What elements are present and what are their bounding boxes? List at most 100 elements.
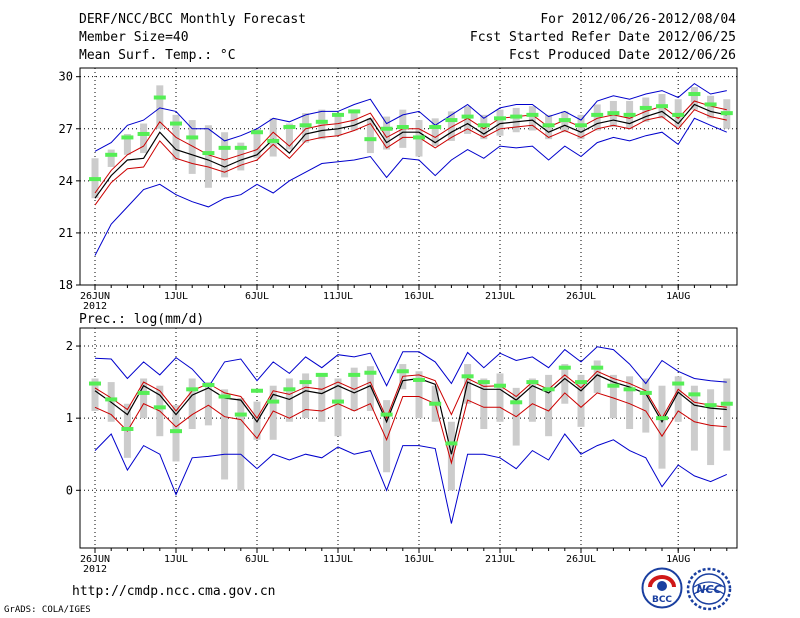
prec-observed-mark <box>364 370 377 375</box>
prec-lower-line <box>94 392 727 465</box>
temp-spread-box <box>593 104 601 131</box>
prec-observed-mark <box>704 403 717 408</box>
prec-xtick-label: 26JUN <box>80 554 110 565</box>
prec-observed-mark <box>234 412 247 417</box>
temp-observed-mark <box>137 131 150 136</box>
prec-observed-mark <box>575 380 587 385</box>
temp-spread-box <box>123 133 131 155</box>
prec-spread-box <box>366 366 374 411</box>
prec-spread-box <box>707 389 715 466</box>
ncc-logo-text: NCC <box>696 583 721 596</box>
temp-observed-mark <box>704 102 717 107</box>
temp-xtick-label: 26JUL <box>566 291 596 302</box>
temp-xtick-label: 21JUL <box>485 291 515 302</box>
prec-spread-box <box>285 378 293 422</box>
temp-ytick-label: 18 <box>59 278 73 292</box>
temp-min-line <box>94 117 727 256</box>
prec-observed-mark <box>153 405 166 410</box>
variable-label: Mean Surf. Temp.: °C <box>79 48 236 63</box>
prec-observed-mark <box>688 392 701 397</box>
prec-observed-mark <box>526 380 539 385</box>
temp-observed-mark <box>429 125 442 130</box>
produced-date: Fcst Produced Date 2012/06/26 <box>509 48 736 63</box>
prec-observed-mark <box>461 374 474 379</box>
temp-xtick-label: 16JUL <box>404 291 434 302</box>
temp-observed-mark <box>186 135 199 140</box>
prec-spread-box <box>658 385 666 469</box>
prec-observed-mark <box>315 372 328 377</box>
prec-xtick-label: 16JUL <box>404 554 434 565</box>
temp-upper-line <box>94 100 727 194</box>
source-url[interactable]: http://cmdp.ncc.cma.gov.cn <box>72 584 276 599</box>
prec-spread-box <box>593 360 601 393</box>
prec-observed-mark <box>348 372 361 377</box>
temp-xtick-label: 26JUN <box>80 291 110 302</box>
temp-observed-mark <box>461 114 474 119</box>
prec-spread-box <box>302 373 310 419</box>
prec-min-line <box>94 433 728 524</box>
prec-observed-mark <box>137 390 150 395</box>
prec-spread-box <box>91 378 99 411</box>
temp-spread-box <box>334 113 342 136</box>
temp-observed-mark <box>267 138 280 143</box>
temp-spread-box <box>204 125 212 188</box>
prec-observed-mark <box>332 399 344 404</box>
temp-observed-mark <box>348 109 361 114</box>
temp-spread-box <box>253 128 261 159</box>
prec-ytick-label: 2 <box>66 339 73 353</box>
prec-observed-mark <box>202 382 215 387</box>
prec-ytick-label: 0 <box>66 483 73 497</box>
temp-observed-mark <box>251 130 263 135</box>
prec-spread-box <box>188 378 196 429</box>
prec-spread-box <box>383 400 391 473</box>
prec-xtick-label: 11JUL <box>323 554 353 565</box>
prec-spread-box <box>545 374 553 437</box>
prec-xtick-label: 21JUL <box>485 554 515 565</box>
prec-spread-box <box>172 405 180 462</box>
prec-spread-box <box>221 389 229 480</box>
prec-xtick-label: 6JUL <box>245 554 269 565</box>
prec-spread-box <box>237 397 245 491</box>
temp-spread-box <box>269 118 277 157</box>
prec-observed-mark <box>186 387 199 392</box>
prec-spread-box <box>577 374 585 427</box>
prec-observed-mark <box>591 365 604 370</box>
bcc-logo-icon: BCC <box>641 567 683 609</box>
prec-observed-mark <box>251 388 263 393</box>
temp-observed-mark <box>380 126 393 131</box>
prec-observed-mark <box>89 381 101 386</box>
temp-observed-mark <box>656 104 668 109</box>
temp-xtick-label: 6JUL <box>245 291 269 302</box>
grads-credit: GrADS: COLA/IGES <box>4 605 91 615</box>
temp-observed-mark <box>477 123 490 128</box>
prec-observed-mark <box>720 401 733 406</box>
temp-observed-mark <box>720 111 733 116</box>
temp-observed-mark <box>558 118 571 123</box>
temp-spread-box <box>221 132 229 178</box>
temp-observed-mark <box>607 111 620 116</box>
ncc-logo-icon: NCC <box>686 567 732 611</box>
temp-spread-box <box>350 111 358 131</box>
temp-spread-box <box>431 118 439 147</box>
temp-lower-line <box>94 109 727 206</box>
prec-spread-box <box>723 378 731 451</box>
temp-observed-mark <box>332 112 344 117</box>
temp-observed-mark <box>672 112 685 117</box>
temp-observed-mark <box>105 152 118 157</box>
temp-spread-box <box>107 149 115 167</box>
temp-spread-box <box>464 106 472 134</box>
prec-observed-mark <box>623 387 636 392</box>
temp-observed-mark <box>639 105 652 110</box>
prec-spread-box <box>318 373 326 422</box>
prec-xtick-label: 1JUL <box>164 554 188 565</box>
prec-observed-mark <box>607 383 620 388</box>
prec-observed-mark <box>510 400 523 405</box>
prec-observed-mark <box>429 401 442 406</box>
temp-xtick-label: 11JUL <box>323 291 353 302</box>
temp-observed-mark <box>121 135 134 140</box>
temp-observed-mark <box>591 112 604 117</box>
temp-observed-mark <box>299 123 312 128</box>
prec-observed-mark <box>283 387 296 392</box>
prec-observed-mark <box>558 365 571 370</box>
